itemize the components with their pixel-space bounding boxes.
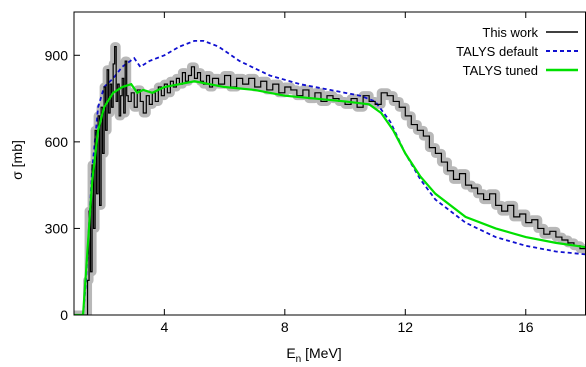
plot-area <box>74 39 586 315</box>
x-axis-label: En [MeV] <box>286 345 341 365</box>
x-tick-label: 12 <box>398 319 414 335</box>
y-axis-label: σ [mb] <box>9 140 25 180</box>
y-tick-label: 0 <box>60 307 68 323</box>
x-tick-label: 4 <box>160 319 168 335</box>
legend-label-talys-tuned: TALYS tuned <box>463 63 538 78</box>
y-tick-label: 900 <box>45 47 69 63</box>
y-tick-label: 300 <box>45 220 69 236</box>
legend-label-talys-default: TALYS default <box>456 44 538 59</box>
legend: This work TALYS default TALYS tuned <box>456 25 578 78</box>
legend-item-this-work: This work <box>482 25 578 40</box>
legend-item-talys-default: TALYS default <box>456 44 578 59</box>
series-line-talys-default <box>74 39 586 315</box>
legend-label-this-work: This work <box>482 25 538 40</box>
x-tick-label: 8 <box>281 319 289 335</box>
series-line-this-work <box>74 46 586 315</box>
uncertainty-band-this-work <box>74 42 586 315</box>
x-tick-label: 16 <box>518 319 534 335</box>
series-line-talys-tuned <box>74 80 586 315</box>
axis-ticks: 4 8 12 16 0 300 600 900 <box>45 12 534 335</box>
y-tick-label: 600 <box>45 134 69 150</box>
x-axis-label-unit: [MeV] <box>301 345 341 361</box>
x-axis-label-subscript: n <box>296 354 302 365</box>
x-axis-label-base: E <box>286 345 295 361</box>
legend-item-talys-tuned: TALYS tuned <box>463 63 578 78</box>
